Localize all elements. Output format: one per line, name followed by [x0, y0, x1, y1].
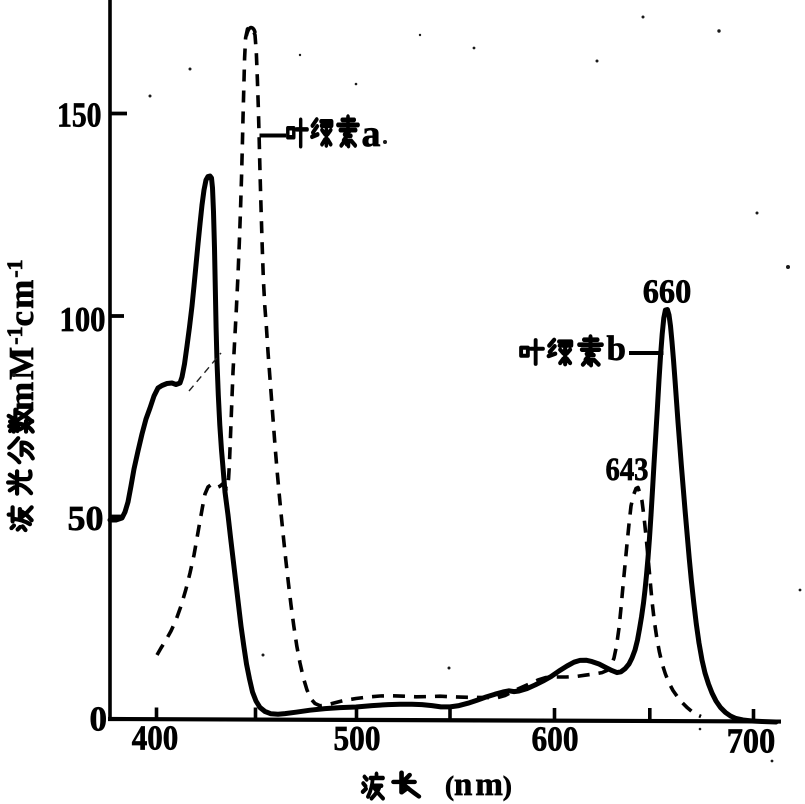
svg-text:a: a: [362, 113, 381, 155]
svg-text:700: 700: [727, 722, 775, 761]
svg-text:b: b: [607, 329, 626, 368]
svg-text:50: 50: [68, 499, 104, 538]
svg-text:(nm): (nm): [445, 767, 512, 803]
svg-text:643: 643: [606, 452, 649, 488]
svg-text:660: 660: [643, 274, 692, 311]
svg-text:100: 100: [60, 300, 106, 339]
svg-text:600: 600: [532, 720, 579, 759]
svg-text:0: 0: [90, 700, 108, 739]
svg-text:150: 150: [57, 95, 102, 134]
svg-text:400: 400: [132, 719, 179, 758]
svg-text:mM-1cm-1: mM-1cm-1: [2, 259, 41, 411]
svg-text:500: 500: [334, 719, 381, 758]
